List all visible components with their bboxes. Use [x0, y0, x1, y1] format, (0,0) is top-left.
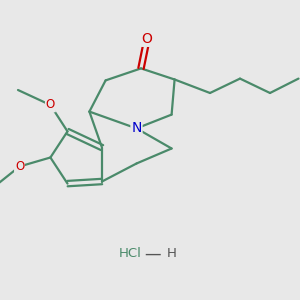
Text: O: O — [15, 160, 24, 173]
Text: H: H — [167, 247, 176, 260]
Text: N: N — [131, 122, 142, 135]
Text: O: O — [142, 32, 152, 46]
Text: —: — — [145, 244, 161, 262]
Text: O: O — [46, 98, 55, 112]
Text: HCl: HCl — [119, 247, 142, 260]
